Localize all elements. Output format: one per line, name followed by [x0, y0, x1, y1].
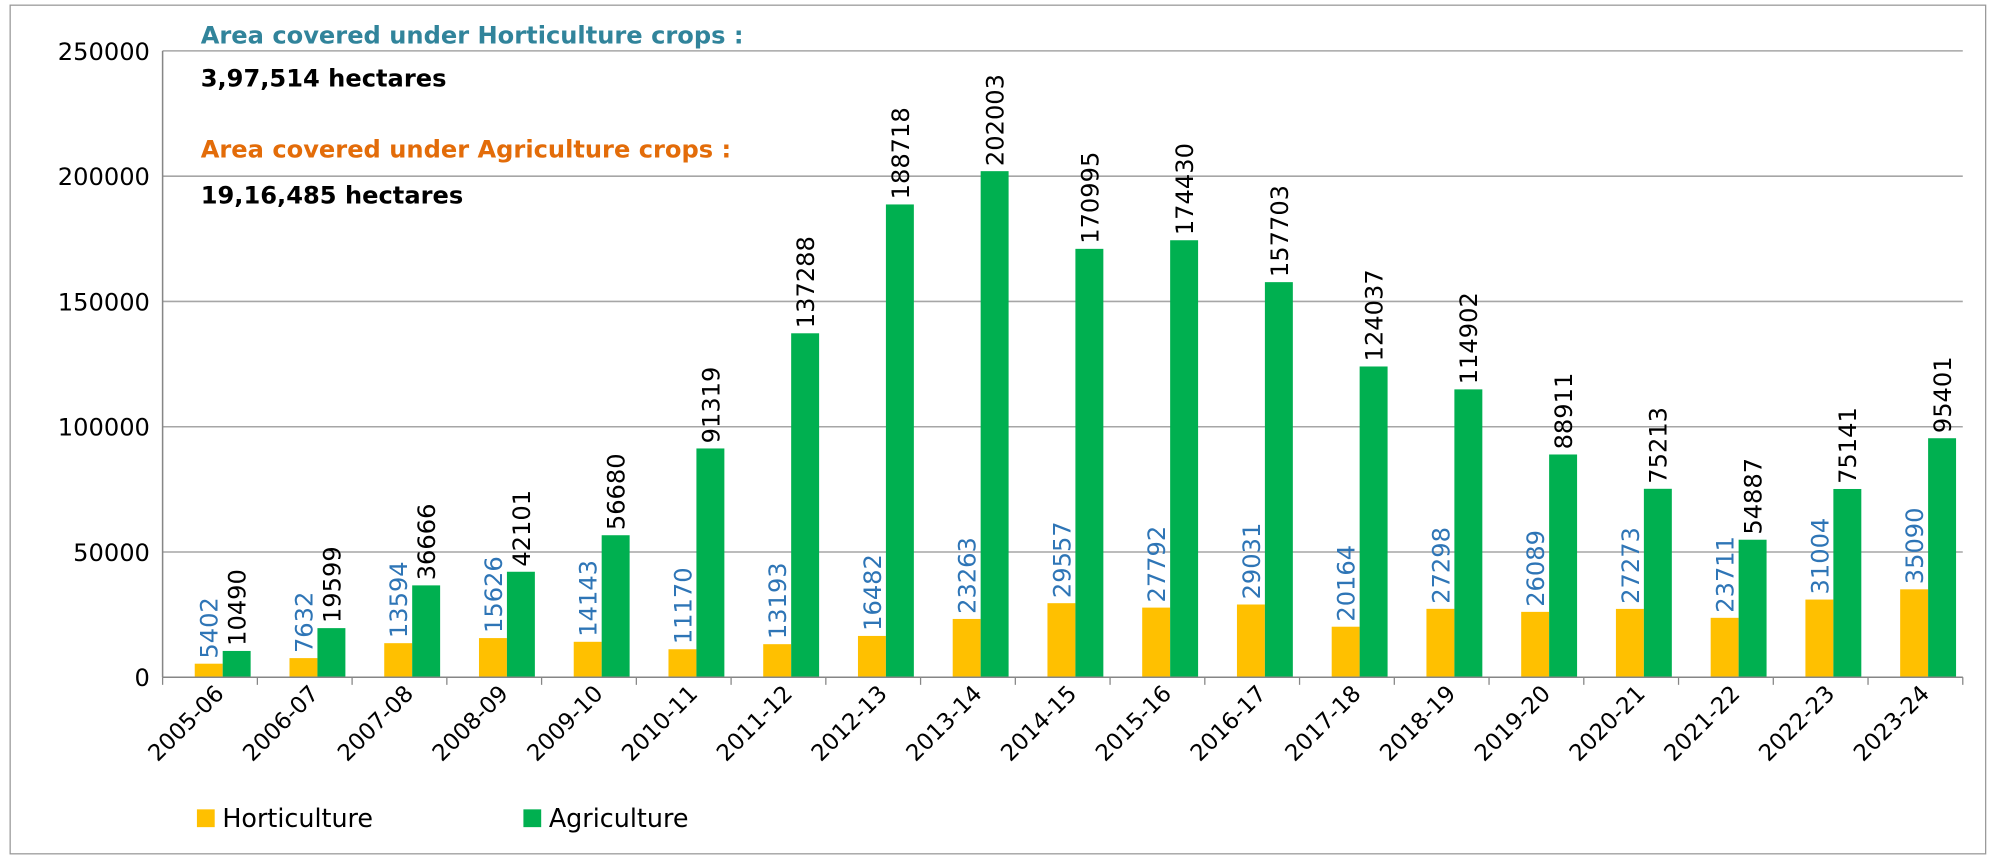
data-label: 27298 — [1427, 527, 1455, 604]
data-label: 27792 — [1143, 526, 1171, 603]
y-tick-label: 200000 — [58, 163, 150, 191]
data-label: 20164 — [1333, 545, 1361, 622]
bar — [1900, 589, 1929, 678]
bar — [289, 658, 318, 678]
bar — [696, 448, 725, 678]
data-label: 91319 — [697, 367, 725, 444]
bar — [601, 535, 630, 678]
legend-swatch — [523, 809, 542, 828]
data-label: 27273 — [1617, 527, 1645, 604]
annotation: Area covered under Horticulture crops : — [201, 21, 744, 49]
data-label: 35090 — [1901, 507, 1929, 584]
data-label: 19599 — [318, 546, 346, 623]
data-label: 26089 — [1522, 530, 1550, 607]
data-label: 36666 — [413, 504, 441, 581]
data-label: 31004 — [1806, 518, 1834, 595]
y-tick-label: 100000 — [58, 414, 150, 442]
bar — [1710, 617, 1739, 678]
bar — [384, 643, 413, 678]
bar — [1805, 599, 1834, 678]
data-label: 13193 — [764, 562, 792, 639]
bar — [885, 204, 914, 678]
data-label: 5402 — [196, 597, 224, 658]
data-label: 29031 — [1238, 523, 1266, 600]
data-label: 75213 — [1645, 407, 1673, 484]
bar — [1142, 607, 1171, 678]
data-label: 88911 — [1550, 373, 1578, 450]
bar — [1426, 608, 1455, 678]
data-label: 13594 — [385, 561, 413, 638]
bar — [791, 333, 820, 678]
data-label: 75141 — [1834, 407, 1862, 484]
data-label: 188718 — [887, 107, 915, 199]
bar — [1643, 488, 1672, 678]
data-label: 137288 — [792, 236, 820, 328]
bar — [980, 171, 1009, 678]
bar — [1359, 366, 1388, 678]
bar — [1738, 539, 1767, 678]
bar — [1928, 438, 1957, 678]
legend-label: Horticulture — [222, 803, 373, 833]
bar — [194, 663, 223, 678]
bar — [1236, 604, 1265, 678]
data-label: 202003 — [982, 74, 1010, 166]
bar — [1833, 488, 1862, 678]
y-tick-label: 0 — [135, 664, 150, 692]
y-tick-label: 250000 — [58, 38, 150, 66]
data-label: 7632 — [290, 592, 318, 653]
bar — [506, 571, 535, 678]
data-label: 56680 — [603, 453, 631, 530]
y-tick-label: 150000 — [58, 288, 150, 316]
data-label: 11170 — [669, 567, 697, 644]
annotation: 19,16,485 hectares — [201, 181, 464, 209]
bar — [222, 650, 251, 678]
bar — [857, 635, 886, 678]
bar — [412, 585, 441, 678]
data-label: 14143 — [575, 560, 603, 637]
data-label: 95401 — [1929, 356, 1957, 433]
data-label: 15626 — [480, 556, 508, 633]
bar — [1521, 611, 1550, 678]
data-label: 10490 — [224, 569, 252, 646]
bar — [668, 649, 697, 678]
annotation: 3,97,514 hectares — [201, 64, 447, 92]
annotation: Area covered under Agriculture crops : — [201, 136, 731, 164]
data-label: 54887 — [1739, 458, 1767, 535]
legend-swatch — [196, 809, 215, 828]
data-label: 23711 — [1712, 536, 1740, 613]
data-label: 174430 — [1171, 143, 1199, 235]
y-tick-label: 50000 — [73, 539, 150, 567]
data-label: 114902 — [1455, 292, 1483, 384]
data-label: 124037 — [1361, 269, 1389, 361]
bar — [1615, 608, 1644, 678]
bar — [1331, 626, 1360, 678]
bar — [1047, 603, 1076, 678]
bar — [763, 644, 792, 678]
bar — [478, 638, 507, 678]
data-label: 42101 — [508, 490, 536, 567]
data-label: 157703 — [1266, 185, 1294, 277]
data-label: 29557 — [1048, 521, 1076, 598]
bar — [317, 628, 346, 678]
bar — [1549, 454, 1578, 678]
bar — [952, 618, 981, 678]
legend-label: Agriculture — [549, 803, 689, 833]
data-label: 170995 — [1076, 152, 1104, 244]
bar — [1075, 248, 1104, 678]
data-label: 23263 — [954, 537, 982, 614]
bar — [1454, 389, 1483, 678]
data-label: 16482 — [859, 554, 887, 631]
bar — [1170, 240, 1199, 678]
bar — [573, 641, 602, 678]
bar — [1264, 282, 1293, 678]
